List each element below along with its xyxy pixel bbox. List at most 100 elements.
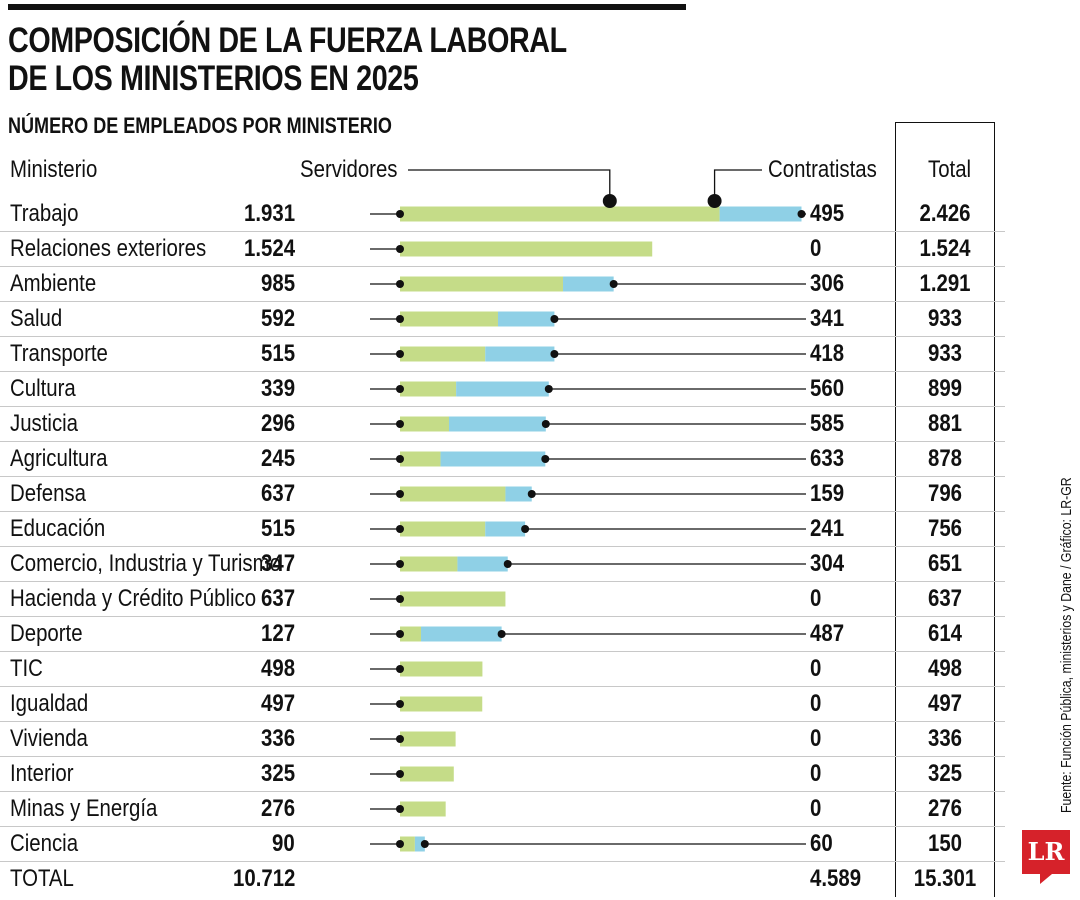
contratistas-value: 60 (810, 830, 833, 857)
total-value-text: 1.524 (919, 235, 971, 262)
total-value-text: 1.291 (919, 270, 971, 297)
contratistas-value: 304 (810, 550, 845, 577)
ministerio-name: Interior (10, 760, 74, 787)
row-divider (0, 371, 1005, 372)
ministerio-name: Cultura (10, 375, 76, 402)
table-row: Relaciones exteriores 1.524 0 1.524 (0, 232, 1005, 267)
table-row: TIC 498 0 498 (0, 652, 1005, 687)
ministerio-name: Relaciones exteriores (10, 235, 207, 262)
contratistas-value: 241 (810, 515, 845, 542)
ministerio-name: Trabajo (10, 200, 79, 227)
contratistas-value: 0 (810, 585, 822, 612)
table-row: Cultura 339 560 899 (0, 372, 1005, 407)
table-row: Salud 592 341 933 (0, 302, 1005, 337)
servidores-value: 336 (260, 725, 295, 752)
total-value-text: 150 (927, 830, 963, 857)
top-rule (8, 4, 686, 10)
row-divider (0, 616, 1005, 617)
total-value-text: 878 (927, 445, 963, 472)
total-value-text: 881 (927, 410, 963, 437)
table-row: Igualdad 497 0 497 (0, 687, 1005, 722)
servidores-value: 637 (260, 585, 295, 612)
servidores-value: 245 (260, 445, 295, 472)
contratistas-value: 0 (810, 690, 822, 717)
table-row: Defensa 637 159 796 (0, 477, 1005, 512)
header-total: Total (928, 156, 972, 183)
table-row: Justicia 296 585 881 (0, 407, 1005, 442)
servidores-value: 592 (260, 305, 295, 332)
total-value-text: 637 (927, 585, 963, 612)
header-ministerio: Ministerio (10, 156, 98, 183)
row-divider (0, 581, 1005, 582)
table-row: Interior 325 0 325 (0, 757, 1005, 792)
contratistas-value: 495 (810, 200, 845, 227)
chart-title: COMPOSICIÓN DE LA FUERZA LABORAL DE LOS … (8, 22, 567, 98)
table-row: Minas y Energía 276 0 276 (0, 792, 1005, 827)
total-column-frame (895, 122, 995, 897)
ministerio-name: Agricultura (10, 445, 108, 472)
title-line-1: COMPOSICIÓN DE LA FUERZA LABORAL (8, 21, 567, 60)
row-divider (0, 791, 1005, 792)
total-value-text: 756 (927, 515, 963, 542)
row-divider (0, 266, 1005, 267)
ministerio-name: Igualdad (10, 690, 89, 717)
row-divider (0, 686, 1005, 687)
table-row: Vivienda 336 0 336 (0, 722, 1005, 757)
servidores-value: 276 (260, 795, 295, 822)
table-row: Deporte 127 487 614 (0, 617, 1005, 652)
contratistas-value: 159 (810, 480, 845, 507)
contratistas-value: 418 (810, 340, 845, 367)
row-divider (0, 756, 1005, 757)
header-servidores: Servidores (300, 156, 398, 183)
table-row: Agricultura 245 633 878 (0, 442, 1005, 477)
source-note: Fuente: Función Pública, ministerios y D… (1058, 477, 1075, 813)
ministerio-name: TIC (10, 655, 43, 682)
table-row: Ciencia 90 60 150 (0, 827, 1005, 862)
ministerio-name: Defensa (10, 480, 86, 507)
row-divider (0, 336, 1005, 337)
servidores-value: 1.524 (243, 235, 295, 262)
chart-subtitle: NÚMERO DE EMPLEADOS POR MINISTERIO (8, 113, 392, 138)
table-row: Ambiente 985 306 1.291 (0, 267, 1005, 302)
total-value-text: 899 (927, 375, 963, 402)
row-divider (0, 721, 1005, 722)
contratistas-value: 341 (810, 305, 845, 332)
row-divider (0, 651, 1005, 652)
servidores-value: 325 (260, 760, 295, 787)
row-divider (0, 231, 1005, 232)
contratistas-value: 0 (810, 760, 822, 787)
contratistas-value: 560 (810, 375, 845, 402)
servidores-value: 347 (260, 550, 295, 577)
table-row: Transporte 515 418 933 (0, 337, 1005, 372)
servidores-value: 1.931 (243, 200, 295, 227)
row-divider (0, 406, 1005, 407)
row-divider (0, 826, 1005, 827)
total-value-text: 651 (927, 550, 963, 577)
title-line-2: DE LOS MINISTERIOS EN 2025 (8, 59, 419, 98)
servidores-value: 339 (260, 375, 295, 402)
totals-servidores: 10.712 (232, 865, 295, 892)
row-divider (0, 476, 1005, 477)
total-value-text: 614 (927, 620, 963, 647)
total-value-text: 2.426 (919, 200, 971, 227)
servidores-value: 637 (260, 480, 295, 507)
totals-contratistas: 4.589 (810, 865, 862, 892)
row-divider (0, 546, 1005, 547)
servidores-value: 127 (260, 620, 295, 647)
table-row: Comercio, Industria y Turismo 347 304 651 (0, 547, 1005, 582)
table-row: Educación 515 241 756 (0, 512, 1005, 547)
servidores-value: 515 (260, 515, 295, 542)
servidores-value: 985 (260, 270, 295, 297)
total-value-text: 796 (927, 480, 963, 507)
ministerio-name: Hacienda y Crédito Público (10, 585, 257, 612)
ministerio-name: Minas y Energía (10, 795, 158, 822)
ministerio-name: Comercio, Industria y Turismo (10, 550, 281, 577)
contratistas-value: 0 (810, 655, 822, 682)
total-value-text: 497 (927, 690, 963, 717)
row-divider (0, 511, 1005, 512)
total-value-text: 933 (927, 340, 963, 367)
ministerio-name: Ambiente (10, 270, 97, 297)
totals-total-text: 15.301 (913, 865, 977, 892)
ministerio-name: Deporte (10, 620, 83, 647)
contratistas-value: 0 (810, 725, 822, 752)
